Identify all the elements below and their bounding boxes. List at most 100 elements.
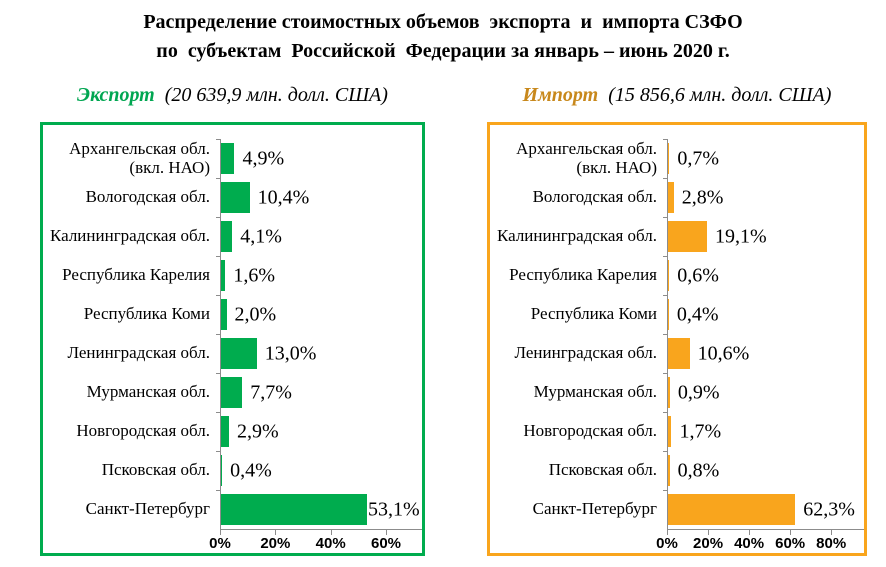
category-label: Вологодская обл. [85, 187, 210, 207]
chart-row: Архангельская обл. (вкл. НАО) 4,9% [43, 139, 422, 178]
bar [221, 182, 250, 213]
category-tick [216, 178, 221, 179]
category-label: Калининградская обл. [50, 226, 210, 246]
category-label: Мурманская обл. [86, 382, 210, 402]
chart-row: Вологодская обл. 2,8% [490, 178, 864, 217]
page-title: Распределение стоимостных объемов экспор… [0, 8, 886, 66]
chart-row: Санкт-Петербург 62,3% [490, 490, 864, 529]
chart-row: Псковская обл. 0,8% [490, 451, 864, 490]
value-label: 7,7% [250, 381, 292, 403]
category-tick [663, 217, 668, 218]
plot-area: 53,1% [216, 490, 422, 529]
category-tick [663, 256, 668, 257]
export-bar-chart: Архангельская обл. (вкл. НАО) 4,9% Вологод… [40, 122, 425, 556]
chart-row: Республика Коми 0,4% [490, 295, 864, 334]
category-tick [663, 178, 668, 179]
bar [221, 455, 223, 486]
bar [221, 221, 233, 252]
value-label: 1,7% [679, 420, 722, 442]
value-label: 4,1% [240, 225, 282, 247]
chart-row: Ленинградская обл. 13,0% [43, 334, 422, 373]
bar [221, 377, 243, 408]
category-label: Санкт-Петербург [532, 499, 657, 519]
plot-area: 2,0% [216, 295, 422, 334]
category-label: Новгородская обл. [76, 421, 210, 441]
x-axis-tick-label: 0% [656, 535, 678, 552]
x-axis-tick-label: 40% [734, 535, 765, 552]
category-label: Псковская обл. [101, 460, 210, 480]
bar [668, 143, 670, 174]
bar [221, 260, 226, 291]
category-tick [663, 412, 668, 413]
category-tick [216, 256, 221, 257]
export-chart-section: Экспорт (20 639,9 млн. долл. США) Арханг… [40, 76, 425, 556]
chart-row: Республика Карелия 1,6% [43, 256, 422, 295]
plot-area: 0,6% [663, 256, 864, 295]
export-subtitle: Экспорт (20 639,9 млн. долл. США) [40, 84, 425, 107]
chart-row: Новгородская обл. 1,7% [490, 412, 864, 451]
import-bar-chart: Архангельская обл. (вкл. НАО) 0,7% Вологод… [487, 122, 867, 556]
category-tick [216, 451, 221, 452]
category-tick [663, 373, 668, 374]
bar [221, 494, 368, 525]
value-label: 2,9% [236, 420, 279, 442]
bar [668, 221, 707, 252]
category-label: Республика Коми [530, 304, 657, 324]
bar [668, 299, 669, 330]
export-total-value: (20 639,9 млн. долл. США) [164, 84, 388, 106]
category-label: Ленинградская обл. [67, 343, 210, 363]
category-tick [216, 217, 221, 218]
plot-area: 10,6% [663, 334, 864, 373]
plot-area: 0,9% [663, 373, 864, 412]
x-axis-tick [749, 530, 751, 535]
value-label: 4,9% [242, 147, 285, 169]
plot-area: 62,3% [663, 490, 864, 529]
bar [668, 377, 670, 408]
x-axis-tick-label: 40% [315, 535, 346, 552]
value-label: 0,4% [230, 459, 272, 481]
plot-area: 7,7% [216, 373, 422, 412]
value-label: 1,6% [233, 264, 276, 286]
x-axis-tick-label: 0% [209, 535, 231, 552]
x-axis-tick [275, 530, 277, 535]
x-axis-tick-label: 60% [775, 535, 806, 552]
import-chart-section: Импорт (15 856,6 млн. долл. США) Арханге… [487, 76, 867, 556]
category-tick [216, 139, 221, 140]
chart-row: Калининградская обл. 4,1% [43, 217, 422, 256]
value-label: 10,4% [257, 186, 310, 208]
category-tick [663, 139, 668, 140]
value-label: 0,7% [677, 147, 720, 169]
value-label: 10,6% [697, 342, 750, 364]
chart-row: Мурманская обл. 0,9% [490, 373, 864, 412]
chart-row: Псковская обл. 0,4% [43, 451, 422, 490]
category-label: Ленинградская обл. [514, 343, 657, 363]
chart-row: Республика Коми 2,0% [43, 295, 422, 334]
import-legend-label: Импорт [522, 84, 599, 106]
page-title-line2: по субъектам Российской Федерации за янв… [156, 40, 730, 62]
value-label: 0,4% [676, 303, 719, 325]
category-label: Новгородская обл. [523, 421, 657, 441]
plot-area: 4,1% [216, 217, 422, 256]
category-label: Архангельская обл. (вкл. НАО) [516, 138, 657, 177]
value-label: 2,0% [234, 303, 277, 325]
page-title-line1: Распределение стоимостных объемов экспор… [143, 11, 743, 33]
bar [221, 338, 257, 369]
category-tick [216, 373, 221, 374]
value-label: 0,9% [677, 381, 720, 403]
x-axis-tick [708, 530, 710, 535]
bar [221, 299, 227, 330]
plot-area: 0,4% [216, 451, 422, 490]
value-label: 0,8% [677, 459, 720, 481]
chart-row: Новгородская обл. 2,9% [43, 412, 422, 451]
plot-area: 4,9% [216, 139, 422, 178]
bar [221, 416, 229, 447]
x-axis-tick [220, 530, 221, 535]
x-axis-tick [386, 530, 388, 535]
category-tick [663, 334, 668, 335]
category-label: Республика Карелия [62, 265, 210, 285]
chart-row: Архангельская обл. (вкл. НАО) 0,7% [490, 139, 864, 178]
plot-area: 2,9% [216, 412, 422, 451]
plot-area: 1,6% [216, 256, 422, 295]
category-label: Псковская обл. [548, 460, 657, 480]
plot-area: 0,4% [663, 295, 864, 334]
